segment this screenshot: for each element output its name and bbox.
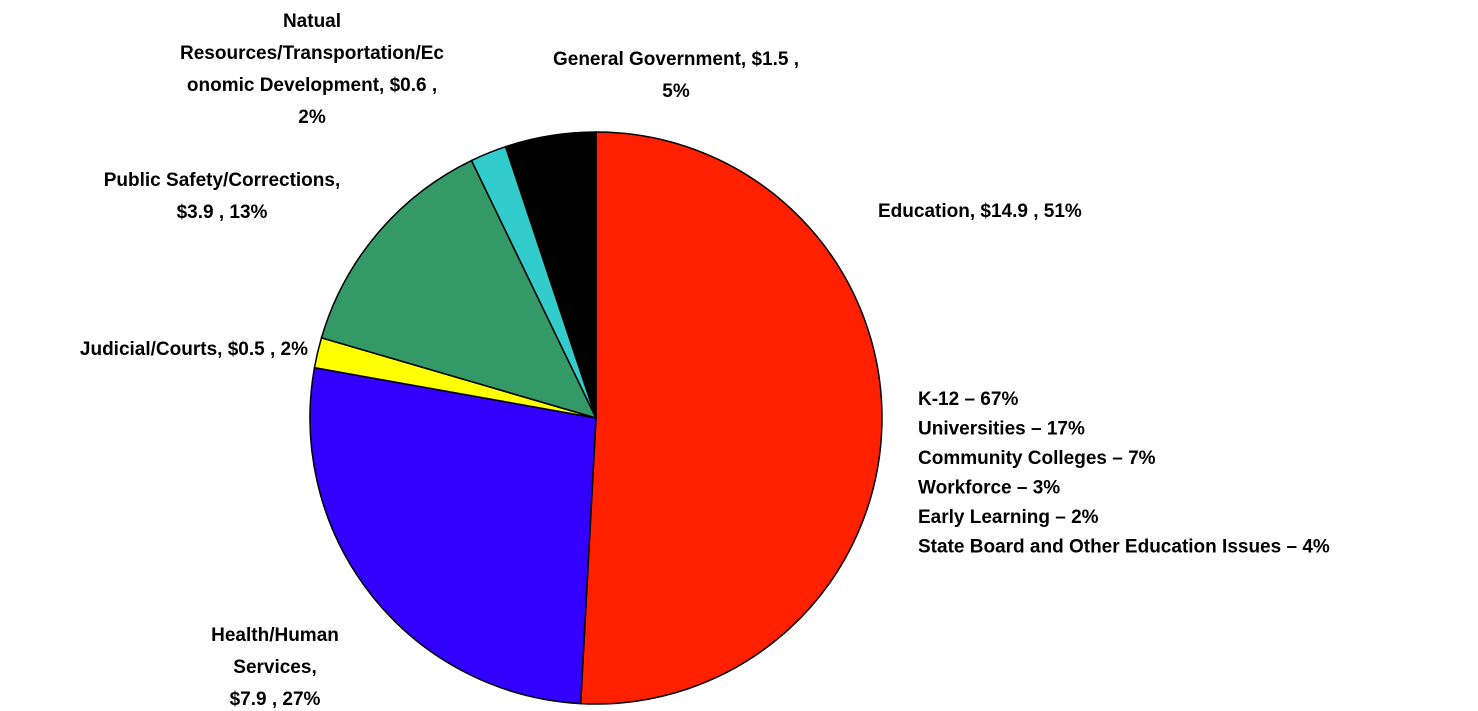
annotation: Workforce – 3% xyxy=(918,478,1060,499)
slice-label: 5% xyxy=(662,81,690,102)
slice-label: Public Safety/Corrections, xyxy=(104,170,341,191)
pie-slice xyxy=(320,159,598,420)
annotation: Universities – 17% xyxy=(918,419,1085,440)
slice-label: Health/Human xyxy=(211,625,339,646)
slice-label: $3.9 , 13% xyxy=(177,202,268,223)
slice-label: onomic Development, $0.6 , xyxy=(187,75,437,96)
slice-label: Services, xyxy=(233,657,316,678)
pie-slice xyxy=(579,131,883,705)
annotation: K-12 – 67% xyxy=(918,389,1018,410)
slice-label: Resources/Transportation/Ec xyxy=(180,43,444,64)
slice-label: Judicial/Courts, $0.5 , 2% xyxy=(80,339,308,360)
pie-slice xyxy=(504,131,597,419)
slice-label: General Government, $1.5 , xyxy=(553,49,799,70)
annotation: State Board and Other Education Issues –… xyxy=(918,537,1330,558)
pie-slice xyxy=(309,366,597,705)
annotation: Community Colleges – 7% xyxy=(918,448,1156,469)
slice-label: 2% xyxy=(298,107,326,128)
slice-label: $7.9 , 27% xyxy=(230,689,321,710)
slice-label: Education, $14.9 , 51% xyxy=(878,201,1082,222)
annotation: Early Learning – 2% xyxy=(918,507,1099,528)
slice-label: Natual xyxy=(283,11,341,32)
